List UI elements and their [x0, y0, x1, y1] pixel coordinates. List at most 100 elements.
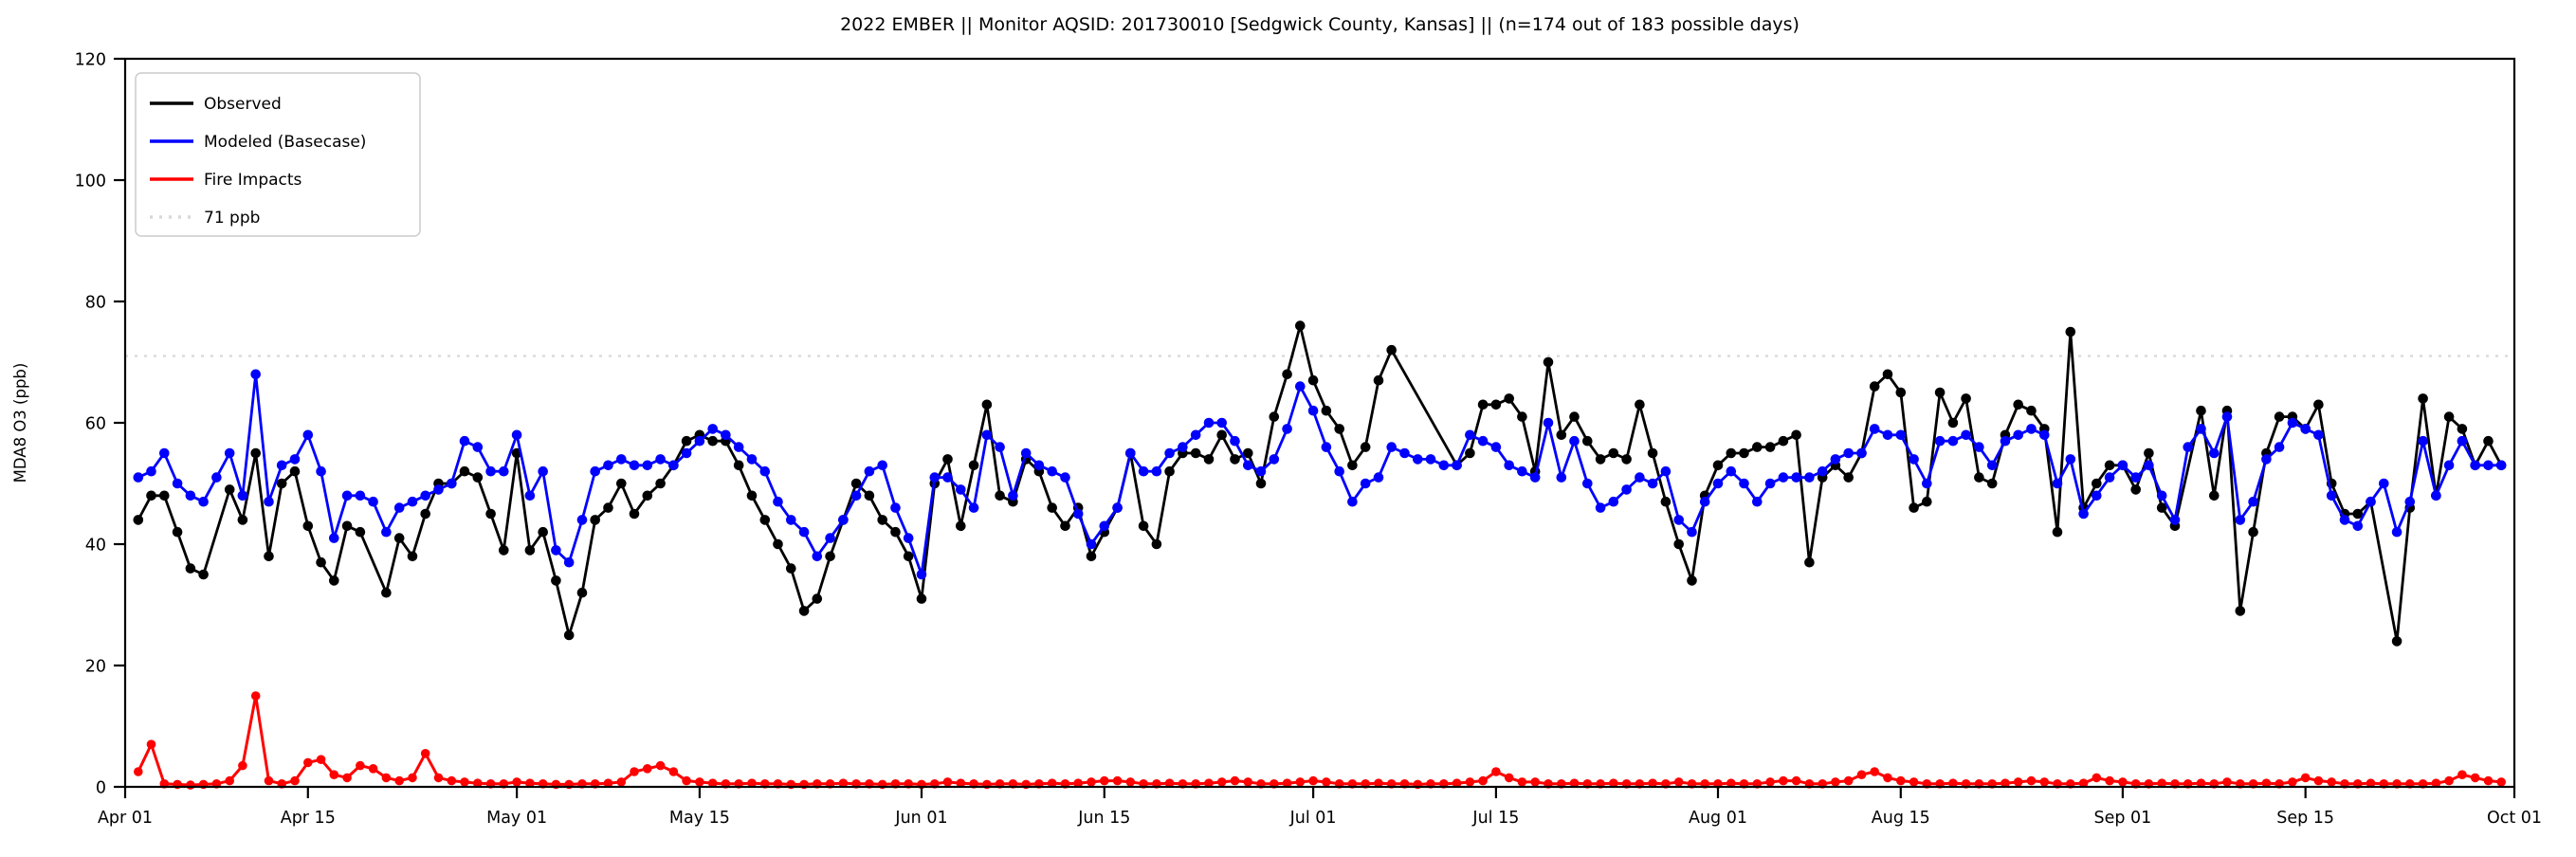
data-point — [2118, 777, 2128, 787]
data-point — [798, 606, 810, 616]
data-point — [2222, 777, 2232, 787]
data-point — [1934, 387, 1946, 398]
data-point — [2169, 515, 2181, 525]
data-point — [2026, 775, 2037, 786]
data-point — [1321, 442, 1332, 452]
data-point — [747, 778, 757, 788]
data-point — [995, 490, 1005, 501]
data-point — [733, 442, 744, 452]
data-point — [1086, 551, 1097, 562]
data-point — [1282, 369, 1292, 380]
data-point — [1060, 472, 1070, 483]
data-point — [1778, 435, 1789, 447]
data-point — [303, 757, 313, 768]
data-point — [1125, 777, 1136, 787]
data-point — [825, 533, 835, 543]
data-point — [2156, 490, 2167, 501]
data-point — [1582, 478, 1593, 489]
data-point — [2339, 515, 2350, 525]
data-point — [1673, 777, 1684, 787]
data-point — [838, 778, 849, 788]
data-point — [2418, 435, 2428, 447]
data-point — [264, 551, 274, 562]
data-point — [2366, 496, 2376, 507]
data-point — [1660, 465, 1672, 477]
data-point — [2144, 447, 2154, 459]
data-point — [2443, 411, 2455, 422]
data-point — [146, 739, 156, 749]
data-point — [2457, 435, 2468, 447]
data-point — [499, 465, 509, 477]
data-point — [1517, 777, 1527, 787]
data-point — [511, 429, 522, 441]
data-point — [2196, 778, 2206, 788]
data-point — [2183, 442, 2193, 452]
data-point — [1255, 478, 1267, 489]
data-point — [2261, 454, 2272, 465]
data-point — [1216, 429, 1227, 441]
x-tick-label: Jun 15 — [1077, 809, 1130, 828]
data-point — [1477, 435, 1489, 447]
data-point — [1895, 429, 1907, 441]
data-point — [342, 773, 352, 783]
data-point — [2000, 435, 2011, 447]
data-point — [2366, 778, 2376, 788]
data-point — [2470, 773, 2480, 783]
data-point — [1986, 460, 1998, 471]
data-point — [1216, 777, 1227, 787]
data-point — [603, 778, 613, 788]
x-tick-label: Sep 01 — [2093, 809, 2151, 828]
data-point — [707, 424, 718, 434]
data-point — [1086, 538, 1097, 550]
data-point — [1020, 447, 1032, 459]
data-point — [316, 556, 326, 568]
data-point — [1452, 460, 1462, 471]
data-point — [1974, 472, 1984, 483]
data-point — [172, 478, 183, 489]
data-point — [681, 435, 692, 447]
data-point — [1569, 435, 1580, 447]
data-point — [1609, 778, 1618, 788]
data-point — [2352, 508, 2364, 520]
data-point — [1295, 381, 1306, 392]
data-point — [721, 429, 731, 441]
data-point — [773, 496, 783, 507]
data-point — [2078, 508, 2089, 520]
data-point — [916, 569, 927, 580]
data-point — [1112, 502, 1123, 513]
legend-label: Fire Impacts — [204, 171, 302, 190]
data-point — [655, 454, 666, 465]
data-point — [1543, 356, 1554, 368]
data-point — [2391, 526, 2402, 538]
data-point — [1478, 775, 1488, 786]
data-point — [2495, 460, 2507, 471]
data-point — [355, 526, 366, 538]
axes-box — [123, 57, 2516, 789]
data-point — [2483, 775, 2494, 786]
data-point — [1778, 472, 1789, 483]
data-point — [825, 551, 835, 562]
data-point — [1282, 778, 1292, 788]
data-point — [329, 533, 339, 543]
data-point — [264, 496, 274, 507]
data-point — [1138, 465, 1149, 477]
data-point — [289, 454, 301, 465]
data-point — [185, 490, 196, 501]
series-line — [137, 694, 2502, 787]
x-tick-label: Aug 15 — [1872, 809, 1930, 828]
data-point — [433, 773, 444, 783]
data-point — [1739, 478, 1749, 489]
data-point — [2248, 526, 2258, 538]
data-point — [2352, 520, 2364, 532]
data-point — [1660, 496, 1672, 507]
data-point — [1230, 435, 1240, 447]
data-point — [368, 764, 378, 774]
data-point — [2327, 777, 2336, 787]
data-point — [850, 478, 862, 489]
data-point — [407, 551, 418, 562]
data-point — [238, 760, 247, 771]
data-point — [2443, 460, 2455, 471]
x-tick-label: Sep 15 — [2276, 809, 2334, 828]
data-point — [2039, 777, 2050, 787]
data-point — [2105, 775, 2114, 786]
